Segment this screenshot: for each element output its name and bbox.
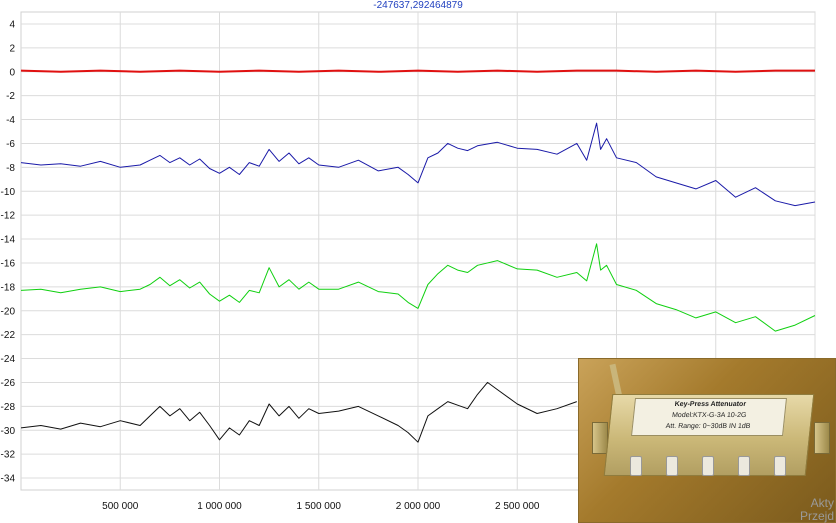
y-tick-label: -32 xyxy=(1,450,16,461)
y-tick-label: -12 xyxy=(1,211,16,222)
y-tick-label: -4 xyxy=(6,115,15,126)
y-tick-label: 4 xyxy=(9,19,15,30)
attenuator-photo: Key-Press Attenuator Model:KTX-G-3A 10-2… xyxy=(578,358,836,523)
coordinate-readout: -247637,292464879 xyxy=(373,0,463,11)
y-tick-label: -26 xyxy=(1,378,16,389)
watermark-line-2: Przejd xyxy=(799,509,834,523)
y-tick-label: -24 xyxy=(1,354,16,365)
switch-knob xyxy=(702,456,714,476)
series-lines xyxy=(20,69,816,443)
switch-knob xyxy=(774,456,786,476)
switch-knob xyxy=(738,456,750,476)
y-axis: 4 2 0 -2 -4 -6 -8 -10 -12 -14 -16 -18 -20 -22 -24 -26 -2… xyxy=(1,19,16,484)
y-tick-label: -20 xyxy=(1,306,16,317)
y-tick-label: -2 xyxy=(6,91,15,102)
x-tick-label: 1 500 000 xyxy=(297,501,342,512)
watermark-line-1: Akty xyxy=(810,496,834,510)
label-line-1: Key-Press Attenuator xyxy=(674,401,747,408)
y-tick-label: -28 xyxy=(1,402,16,413)
y-tick-label: -6 xyxy=(6,139,15,150)
y-tick-label: -14 xyxy=(1,235,16,246)
y-tick-label: -22 xyxy=(1,330,16,341)
y-tick-label: -30 xyxy=(1,426,16,437)
y-tick-label: -18 xyxy=(1,282,16,293)
y-tick-label: -34 xyxy=(1,474,16,485)
series-line-4 xyxy=(20,381,577,443)
switch-knob xyxy=(630,456,642,476)
label-line-2: Model:KTX-G-3A 10-2G xyxy=(671,412,747,419)
y-tick-label: -16 xyxy=(1,258,16,269)
attenuator-label: Key-Press Attenuator Model:KTX-G-3A 10-2… xyxy=(631,398,787,436)
activation-watermark: Akty Przejd xyxy=(800,497,834,523)
right-connector xyxy=(814,422,830,454)
y-tick-label: 2 xyxy=(9,43,15,54)
y-tick-label: -8 xyxy=(6,163,15,174)
x-tick-label: 2 500 000 xyxy=(495,501,540,512)
switch-knob xyxy=(666,456,678,476)
label-line-3: Att. Range: 0~30dB IN 1dB xyxy=(665,423,751,430)
series-line-2 xyxy=(20,122,816,207)
series-line-3 xyxy=(20,243,816,332)
y-tick-label: -10 xyxy=(1,187,16,198)
x-tick-label: 500 000 xyxy=(102,501,139,512)
series-line-1 xyxy=(20,69,815,73)
x-tick-label: 2 000 000 xyxy=(396,501,441,512)
y-tick-label: 0 xyxy=(9,67,15,78)
x-tick-label: 1 000 000 xyxy=(197,501,242,512)
